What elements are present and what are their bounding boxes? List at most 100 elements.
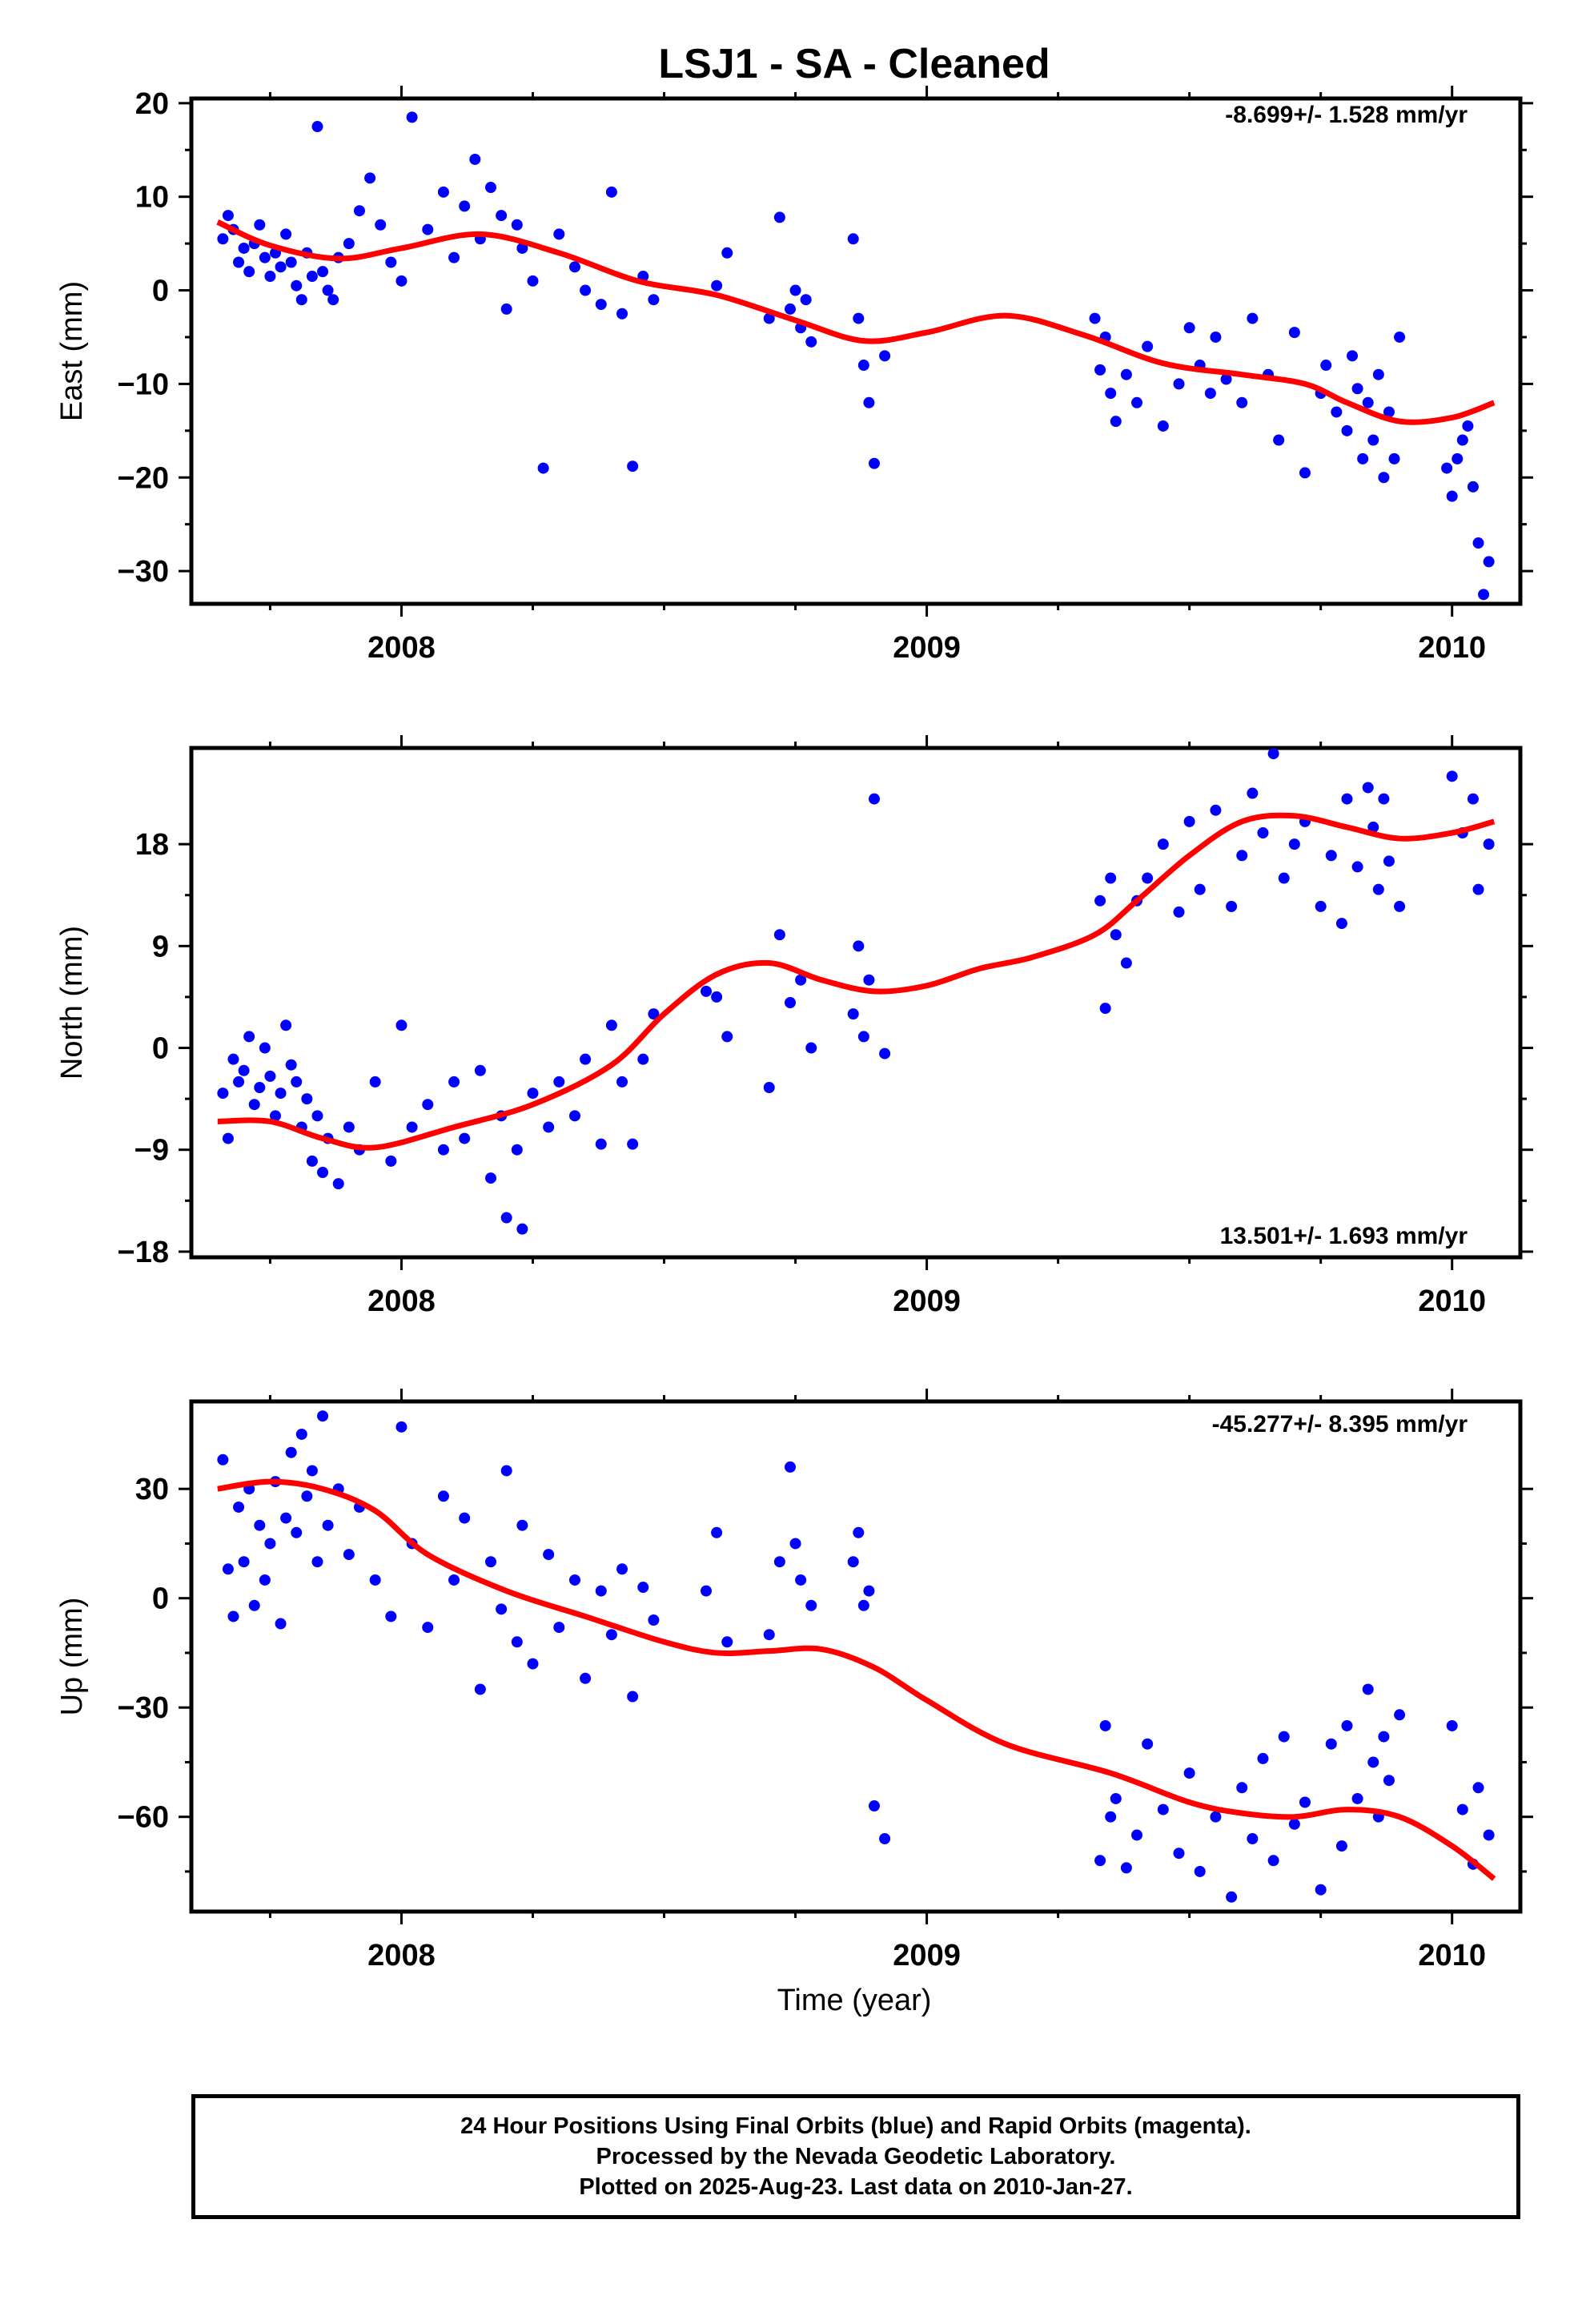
data-point — [1367, 1756, 1379, 1768]
data-point — [264, 271, 276, 283]
data-point — [784, 997, 796, 1008]
y-tick-label: 0 — [152, 275, 169, 308]
panel-3-rate-label: -45.277+/- 8.395 mm/yr — [1212, 1411, 1468, 1437]
data-point — [295, 1428, 307, 1440]
data-point — [847, 1008, 859, 1020]
data-point — [527, 275, 539, 287]
data-point — [1383, 1775, 1395, 1787]
data-point — [1394, 1709, 1406, 1721]
data-point — [1210, 1811, 1222, 1823]
data-point — [1110, 416, 1122, 428]
data-point — [254, 1519, 266, 1531]
data-point — [1110, 1792, 1122, 1804]
data-point — [1210, 331, 1222, 343]
data-point — [857, 1599, 869, 1611]
data-point — [1372, 368, 1384, 380]
data-point — [1320, 360, 1332, 372]
data-point — [527, 1088, 539, 1100]
data-point — [805, 1042, 817, 1054]
data-point — [701, 1585, 713, 1597]
y-tick-label: −20 — [118, 461, 169, 495]
data-point — [1105, 388, 1117, 400]
panel-2-rate-label: 13.501+/- 1.693 mm/yr — [1220, 1223, 1468, 1249]
y-tick-label: 0 — [152, 1582, 169, 1616]
panel-1-frame — [189, 96, 1523, 606]
data-point — [227, 1053, 239, 1065]
data-point — [1247, 1833, 1259, 1844]
data-point — [721, 1031, 733, 1043]
data-point — [317, 1410, 329, 1422]
data-point — [1236, 850, 1248, 862]
data-point — [553, 228, 565, 240]
data-point — [238, 242, 250, 254]
x-tick-label: 2010 — [1418, 631, 1486, 665]
data-point — [516, 242, 528, 254]
data-point — [568, 1574, 580, 1586]
data-point — [1341, 1719, 1353, 1731]
data-point — [474, 1683, 486, 1695]
data-point — [291, 279, 303, 292]
data-point — [1278, 1731, 1290, 1743]
data-point — [1462, 420, 1474, 432]
x-tick-label: 2008 — [367, 1939, 436, 1972]
data-point — [332, 1178, 344, 1190]
panel-1-y-axis-title: East (mm) — [55, 281, 89, 421]
data-point — [311, 1556, 323, 1568]
data-point — [773, 929, 785, 941]
data-point — [306, 1465, 318, 1477]
data-point — [1299, 467, 1311, 479]
data-point — [448, 1574, 460, 1586]
data-point — [1105, 1811, 1117, 1823]
data-point — [437, 1144, 449, 1156]
data-point — [233, 256, 245, 268]
data-point — [1142, 1738, 1154, 1750]
data-point — [568, 1110, 580, 1122]
data-point — [1467, 793, 1479, 805]
data-point — [285, 1446, 297, 1458]
data-point — [500, 1465, 512, 1477]
data-point — [295, 294, 307, 306]
data-point — [248, 1599, 260, 1611]
data-point — [238, 1064, 250, 1076]
data-point — [580, 1053, 592, 1065]
data-point — [616, 1563, 628, 1575]
data-point — [853, 1526, 865, 1538]
data-point — [627, 460, 639, 472]
data-point — [1378, 472, 1390, 484]
data-point — [311, 121, 323, 133]
data-point — [516, 1519, 528, 1531]
data-point — [1467, 480, 1479, 493]
data-point — [217, 1088, 229, 1100]
data-point — [1110, 929, 1122, 941]
x-tick-label: 2008 — [367, 1285, 436, 1318]
data-point — [1183, 815, 1195, 827]
data-point — [1362, 1683, 1374, 1695]
data-point — [1299, 1796, 1311, 1808]
data-point — [1094, 364, 1106, 376]
data-point — [568, 261, 580, 273]
data-point — [1452, 452, 1464, 464]
data-point — [1367, 821, 1379, 833]
data-point — [396, 1019, 408, 1031]
data-point — [511, 1144, 523, 1156]
data-point — [280, 1512, 292, 1524]
data-point — [1142, 340, 1154, 352]
data-point — [259, 251, 271, 263]
data-point — [364, 172, 376, 184]
data-point — [496, 210, 508, 222]
data-point — [853, 940, 865, 952]
data-point — [857, 1031, 869, 1043]
data-point — [280, 1019, 292, 1031]
data-point — [701, 985, 713, 997]
data-point — [385, 256, 397, 268]
data-point — [406, 1121, 418, 1133]
data-point — [1483, 838, 1495, 850]
data-point — [291, 1526, 303, 1538]
data-point — [227, 1610, 239, 1622]
panel-3-frame — [189, 1399, 1523, 1914]
data-point — [1183, 1767, 1195, 1779]
data-point — [1394, 331, 1406, 343]
data-point — [259, 1574, 271, 1586]
data-point — [773, 1556, 785, 1568]
data-point — [595, 1138, 607, 1150]
